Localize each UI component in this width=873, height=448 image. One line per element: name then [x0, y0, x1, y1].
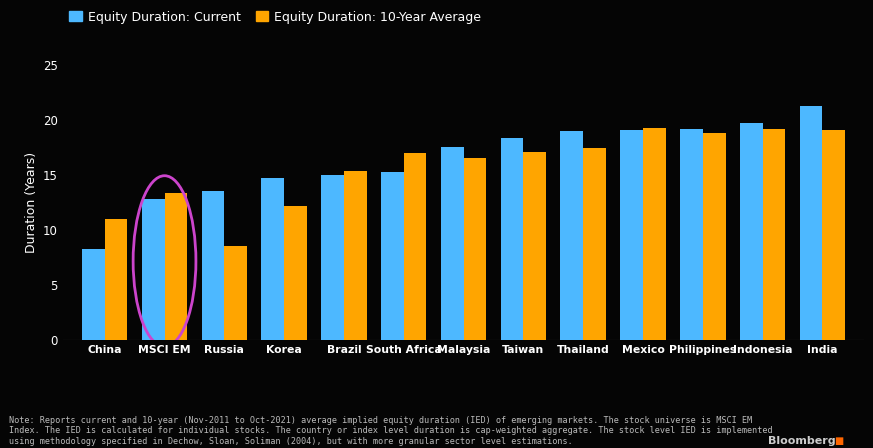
Bar: [403, 153, 427, 340]
Bar: [703, 134, 725, 340]
Bar: [680, 129, 703, 340]
Bar: [620, 130, 643, 340]
Bar: [202, 190, 224, 340]
Bar: [524, 152, 546, 340]
Bar: [284, 206, 307, 340]
Bar: [82, 249, 105, 340]
Bar: [164, 193, 187, 340]
Bar: [321, 175, 344, 340]
Bar: [224, 246, 247, 340]
Text: ■: ■: [834, 436, 843, 446]
Bar: [500, 138, 524, 340]
Bar: [763, 129, 786, 340]
Bar: [141, 199, 164, 340]
Bar: [800, 106, 822, 340]
Bar: [344, 171, 367, 340]
Bar: [261, 178, 284, 340]
Bar: [643, 128, 666, 340]
Bar: [822, 130, 845, 340]
Bar: [464, 158, 486, 340]
Bar: [583, 148, 606, 340]
Bar: [441, 146, 464, 340]
Y-axis label: Duration (Years): Duration (Years): [24, 152, 38, 253]
Bar: [740, 123, 763, 340]
Bar: [381, 172, 403, 340]
Bar: [560, 131, 583, 340]
Text: Note: Reports current and 10-year (Nov-2011 to Oct-2021) average implied equity : Note: Reports current and 10-year (Nov-2…: [9, 416, 773, 446]
Bar: [105, 219, 127, 340]
Legend: Equity Duration: Current, Equity Duration: 10-Year Average: Equity Duration: Current, Equity Duratio…: [69, 11, 482, 24]
Text: Bloomberg: Bloomberg: [768, 436, 835, 446]
